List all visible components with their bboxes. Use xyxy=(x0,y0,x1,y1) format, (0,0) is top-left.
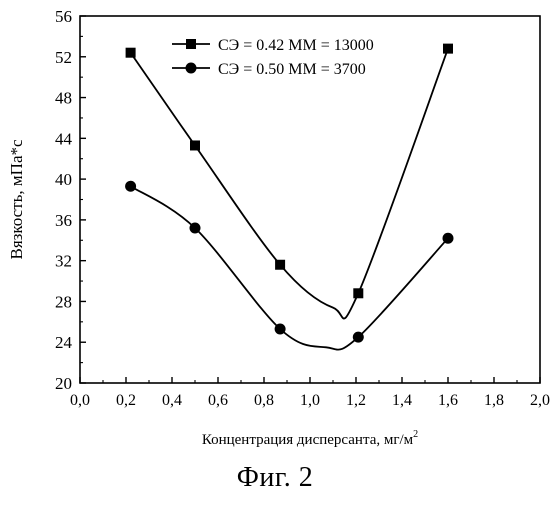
data-point xyxy=(443,233,454,244)
legend-label: СЭ = 0.42 ММ = 13000 xyxy=(218,37,374,54)
legend: СЭ = 0.42 ММ = 13000 СЭ = 0.50 ММ = 3700 xyxy=(172,37,374,78)
y-tick-label: 36 xyxy=(55,211,72,230)
x-tick-label: 1,0 xyxy=(300,392,320,409)
legend-marker xyxy=(186,63,197,74)
data-point xyxy=(190,223,201,234)
data-point xyxy=(125,181,136,192)
y-tick-label: 20 xyxy=(55,374,72,393)
data-point xyxy=(275,323,286,334)
series-line-2 xyxy=(131,186,448,349)
data-point xyxy=(353,332,364,343)
x-axis-label: Концентрация дисперсанта, мг/м2 xyxy=(202,429,418,448)
x-tick-label: 0,8 xyxy=(254,392,274,409)
data-point xyxy=(190,140,200,150)
y-tick-label: 52 xyxy=(55,48,72,67)
y-tick-label: 28 xyxy=(55,292,72,311)
x-tick-label: 0,4 xyxy=(162,392,182,409)
y-tick-label: 40 xyxy=(55,170,72,189)
data-point xyxy=(126,48,136,58)
y-axis-label: Вязкость, мПа*с xyxy=(7,139,26,260)
data-point xyxy=(275,260,285,270)
x-tick-label: 2,0 xyxy=(530,392,550,409)
series-line-1 xyxy=(131,49,448,319)
x-tick-label: 0,6 xyxy=(208,392,228,409)
y-tick-label: 44 xyxy=(55,129,73,148)
x-tick-label: 1,4 xyxy=(392,392,412,409)
y-tick-label: 32 xyxy=(55,252,72,271)
y-tick-label: 56 xyxy=(55,7,72,26)
y-tick-label: 48 xyxy=(55,89,72,108)
x-tick-label: 0,2 xyxy=(116,392,136,409)
x-axis-label-superscript: 2 xyxy=(413,429,418,440)
figure-caption: Фиг. 2 xyxy=(0,462,550,494)
data-point xyxy=(353,288,363,298)
data-point xyxy=(443,44,453,54)
series-markers xyxy=(125,44,453,343)
legend-marker xyxy=(186,39,196,49)
x-tick-label: 1,8 xyxy=(484,392,504,409)
series-lines xyxy=(131,49,448,350)
x-tick-label: 1,2 xyxy=(346,392,366,409)
y-tick-label: 24 xyxy=(55,333,73,352)
x-tick-label: 1,6 xyxy=(438,392,458,409)
x-tick-label: 0,0 xyxy=(70,392,90,409)
legend-label: СЭ = 0.50 ММ = 3700 xyxy=(218,61,366,78)
